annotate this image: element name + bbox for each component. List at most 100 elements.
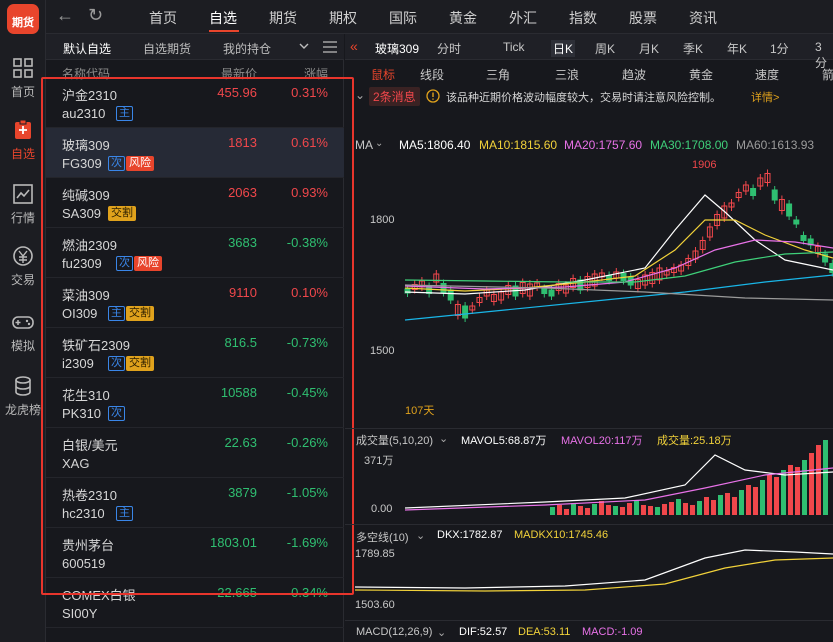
nav-item-gold[interactable]: 黄金 bbox=[449, 10, 477, 26]
rail-item-market[interactable]: 行情 bbox=[0, 182, 46, 226]
period-3min[interactable]: 3分 bbox=[815, 40, 828, 70]
watchlist-row[interactable]: 菜油309 OI309 9110 0.10% 主交割 bbox=[46, 278, 344, 328]
rail-item-ranking[interactable]: 龙虎榜 bbox=[0, 374, 46, 418]
chevron-down-icon[interactable]: ⌄ bbox=[437, 627, 447, 639]
divider bbox=[345, 428, 833, 429]
contract-code: i2309 bbox=[62, 356, 94, 371]
watchlist-row[interactable]: 热卷2310 hc2310 3879 -1.05% 主 bbox=[46, 478, 344, 528]
divider bbox=[345, 620, 833, 621]
nav-item-international[interactable]: 国际 bbox=[389, 10, 417, 26]
kline-chart[interactable] bbox=[345, 150, 833, 642]
volume-label[interactable]: 成交量(5,10,20) bbox=[356, 435, 434, 447]
collapse-icon[interactable]: « bbox=[350, 38, 358, 54]
volume-bar bbox=[690, 505, 695, 515]
watchlist-row[interactable]: 花生310 PK310 10588 -0.45% 次 bbox=[46, 378, 344, 428]
back-button[interactable]: ← bbox=[56, 5, 74, 25]
volume-bar bbox=[676, 499, 681, 515]
latest-price: 3683 bbox=[228, 235, 257, 250]
nav-item-stocks[interactable]: 股票 bbox=[629, 10, 657, 26]
chevron-down-icon[interactable] bbox=[299, 43, 309, 51]
rail-item-home[interactable]: 首页 bbox=[0, 56, 46, 100]
ma-label[interactable]: MA bbox=[355, 138, 373, 152]
candle-body bbox=[822, 253, 829, 263]
period-timeshare[interactable]: 分时 bbox=[437, 42, 462, 56]
volume-bar bbox=[732, 497, 737, 515]
watchlist-row[interactable]: 铁矿石2309 i2309 816.5 -0.73% 次交割 bbox=[46, 328, 344, 378]
tool-arrow[interactable]: 箭 bbox=[822, 68, 833, 82]
volume-ma-lines bbox=[404, 454, 833, 511]
tab-my-positions[interactable]: 我的持仓 bbox=[223, 42, 272, 56]
period-1min[interactable]: 1分 bbox=[770, 42, 789, 56]
app-logo[interactable]: 期货 bbox=[7, 4, 39, 34]
tool-mouse[interactable]: 鼠标 bbox=[371, 68, 396, 82]
watchlist-row[interactable]: 贵州茅台 600519 1803.01 -1.69% bbox=[46, 528, 344, 578]
volume-bars bbox=[550, 440, 828, 515]
period-quarter-k[interactable]: 季K bbox=[683, 42, 704, 56]
period-day-k[interactable]: 日K bbox=[551, 40, 576, 57]
watchlist-row[interactable]: 玻璃309 FG309 1813 0.61% 次风险 bbox=[46, 128, 344, 178]
volume-bar bbox=[753, 487, 758, 515]
watchlist-row[interactable]: 燃油2309 fu2309 3683 -0.38% 次风险 bbox=[46, 228, 344, 278]
volume-bar bbox=[655, 507, 660, 515]
notice-count-badge[interactable]: 2条消息 bbox=[369, 87, 420, 106]
volume-bar bbox=[746, 485, 751, 515]
candle-body bbox=[786, 203, 793, 217]
watchlist-row[interactable]: COMEX白银 SI00Y 22.665 -0.34% bbox=[46, 578, 344, 628]
nav-item-news[interactable]: 资讯 bbox=[689, 10, 717, 26]
volume-bar bbox=[641, 505, 646, 515]
nav-item-home[interactable]: 首页 bbox=[149, 10, 177, 26]
tab-default-watchlist[interactable]: 默认自选 bbox=[63, 42, 112, 56]
rail-item-trade[interactable]: 交易 bbox=[0, 244, 46, 288]
rail-item-simulate[interactable]: 模拟 bbox=[0, 310, 46, 354]
contract-code: 600519 bbox=[62, 556, 106, 571]
volume-bar bbox=[809, 453, 814, 515]
volume-bar bbox=[788, 465, 793, 515]
candle-body bbox=[404, 288, 411, 294]
tool-three-wave[interactable]: 三浪 bbox=[555, 68, 580, 82]
chevron-down-icon[interactable]: ⌄ bbox=[355, 88, 366, 102]
chevron-down-icon[interactable]: ⌄ bbox=[439, 433, 449, 445]
tool-triangle[interactable]: 三角 bbox=[486, 68, 511, 82]
watchlist-row[interactable]: 沪金2310 au2310 455.96 0.31% 主 bbox=[46, 78, 344, 128]
period-tick[interactable]: Tick bbox=[503, 40, 525, 54]
chevron-down-icon[interactable]: ⌄ bbox=[375, 138, 384, 149]
candle-body bbox=[548, 289, 555, 297]
period-year-k[interactable]: 年K bbox=[727, 42, 748, 56]
change-percent: 0.31% bbox=[291, 85, 328, 100]
contract-code: au2310 bbox=[62, 106, 106, 121]
period-week-k[interactable]: 周K bbox=[595, 42, 616, 56]
menu-icon[interactable] bbox=[323, 41, 337, 53]
watchlist-row[interactable]: 纯碱309 SA309 2063 0.93% 交割 bbox=[46, 178, 344, 228]
chevron-down-icon[interactable]: ⌄ bbox=[416, 530, 426, 542]
contract-badge-deliv: 交割 bbox=[108, 206, 136, 221]
macd-label[interactable]: MACD(12,26,9) bbox=[356, 626, 433, 638]
notice-details-link[interactable]: 详情> bbox=[751, 92, 780, 104]
candle-body bbox=[771, 189, 778, 201]
mavol5-value: MAVOL5:68.87万 bbox=[461, 435, 547, 447]
nav-item-forex[interactable]: 外汇 bbox=[509, 10, 537, 26]
rail-item-watchlist[interactable]: 自选 bbox=[0, 118, 46, 162]
volume-bar bbox=[606, 505, 611, 515]
madkx-line bbox=[354, 557, 833, 592]
candle-body bbox=[721, 205, 728, 219]
nav-item-options[interactable]: 期权 bbox=[329, 10, 357, 26]
contract-badge-main: 主 bbox=[116, 506, 133, 521]
tool-golden[interactable]: 黄金 bbox=[689, 68, 714, 82]
nav-item-futures[interactable]: 期货 bbox=[269, 10, 297, 26]
dk-label[interactable]: 多空线(10) bbox=[356, 532, 409, 544]
period-month-k[interactable]: 月K bbox=[639, 42, 660, 56]
volume-bar bbox=[725, 493, 730, 515]
candle-body bbox=[649, 272, 656, 284]
tool-trend-wave[interactable]: 趋波 bbox=[622, 68, 647, 82]
nav-item-index[interactable]: 指数 bbox=[569, 10, 597, 26]
rail-label: 行情 bbox=[10, 211, 35, 225]
nav-item-watchlist[interactable]: 自选 bbox=[209, 10, 237, 26]
y-label-1500: 1500 bbox=[370, 345, 395, 357]
refresh-button[interactable]: ↻ bbox=[88, 5, 104, 25]
tab-watch-futures[interactable]: 自选期货 bbox=[143, 42, 192, 56]
tool-speed[interactable]: 速度 bbox=[755, 68, 780, 82]
volume-bar bbox=[711, 500, 716, 515]
volume-now-value: 成交量:25.18万 bbox=[657, 435, 732, 447]
watchlist-row[interactable]: 白银/美元 XAG 22.63 -0.26% bbox=[46, 428, 344, 478]
tool-segment[interactable]: 线段 bbox=[420, 68, 445, 82]
